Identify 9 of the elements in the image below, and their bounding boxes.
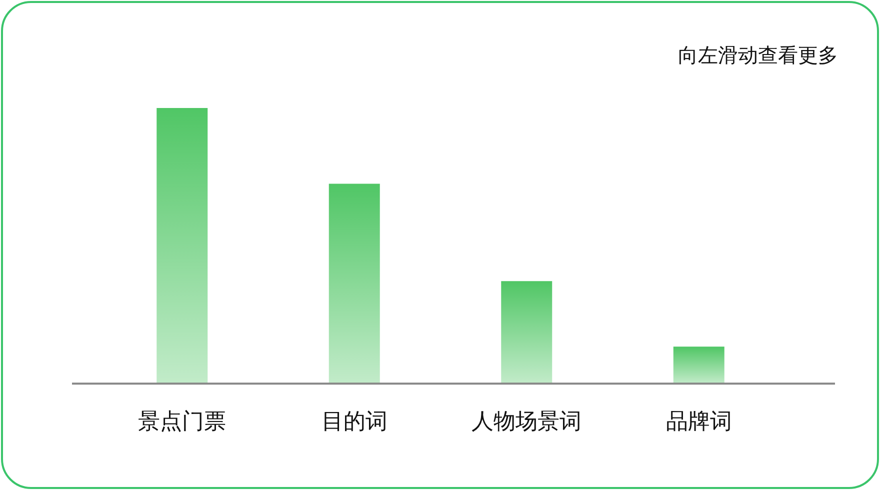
bar [673,346,724,384]
x-tick-label: 目的词 [321,410,388,435]
x-tick-label: 品牌词 [666,410,732,435]
bar [328,184,380,384]
bar [501,281,552,384]
x-tick-label: 景点门票 [138,410,226,435]
text: 向左滑动查看更多 [678,42,838,69]
bar [156,108,208,384]
x-tick-label: 人物场景词 [472,410,582,435]
